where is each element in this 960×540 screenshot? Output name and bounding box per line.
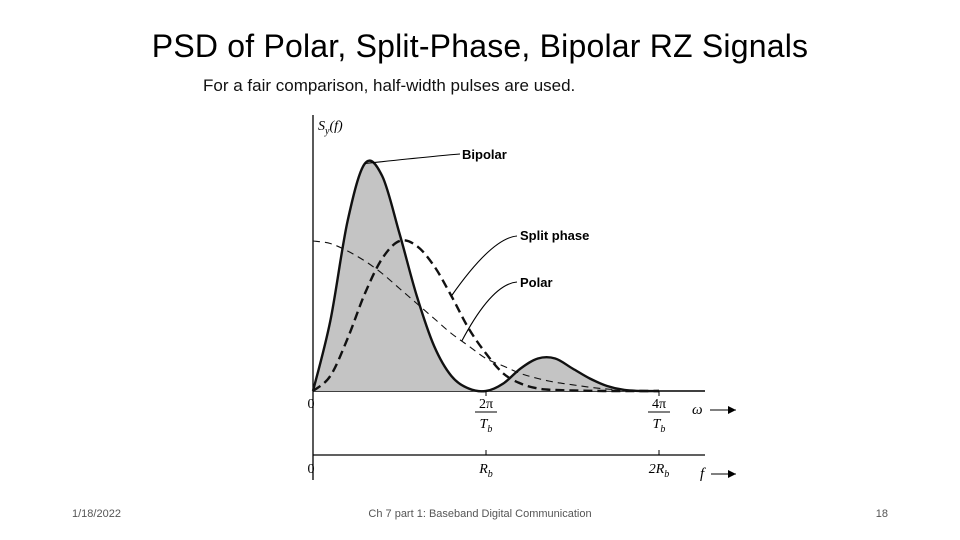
- annotation-leader-bipolar: [364, 153, 461, 165]
- footer-page-number: 18: [875, 508, 888, 520]
- svg-text:Tb: Tb: [480, 417, 493, 435]
- svg-text:4π: 4π: [652, 397, 666, 412]
- f-axis-arrow-head: [728, 470, 736, 478]
- svg-text:0: 0: [308, 462, 315, 477]
- slide-title: PSD of Polar, Split-Phase, Bipolar RZ Si…: [151, 28, 809, 64]
- annotation-label-bipolar: Bipolar: [462, 147, 507, 162]
- f-tick-label-1: Rb: [478, 462, 493, 480]
- svg-text:0: 0: [308, 397, 315, 412]
- y-axis-label: Sy(f): [318, 119, 343, 137]
- omega-tick-label-1: 2π Tb: [475, 397, 497, 435]
- svg-text:Tb: Tb: [653, 417, 666, 435]
- svg-text:2Rb: 2Rb: [649, 462, 670, 480]
- annotation-leader-split-phase: [450, 235, 518, 297]
- omega-axis-label: ω: [692, 402, 703, 418]
- annotation-label-split-phase: Split phase: [520, 228, 589, 243]
- svg-text:Rb: Rb: [478, 462, 493, 480]
- f-tick-label-2: 2Rb: [649, 462, 670, 480]
- f-tick-label-0: 0: [308, 462, 315, 477]
- series-polar-line: [312, 240, 660, 392]
- svg-text:2π: 2π: [479, 397, 493, 412]
- series-bipolar-fill: [313, 160, 659, 392]
- annotation-leader-polar: [461, 281, 518, 342]
- annotation-label-polar: Polar: [520, 275, 553, 290]
- footer-title: Ch 7 part 1: Baseband Digital Communicat…: [368, 508, 592, 520]
- slide-subtitle: For a fair comparison, half-width pulses…: [203, 76, 576, 95]
- f-axis-label: f: [700, 466, 706, 482]
- omega-axis-arrow-head: [728, 406, 736, 414]
- footer-date: 1/18/2022: [72, 508, 121, 520]
- omega-tick-label-2: 4π Tb: [648, 397, 670, 435]
- omega-tick-label-0: 0: [308, 397, 315, 412]
- series-split-phase-line: [312, 239, 659, 393]
